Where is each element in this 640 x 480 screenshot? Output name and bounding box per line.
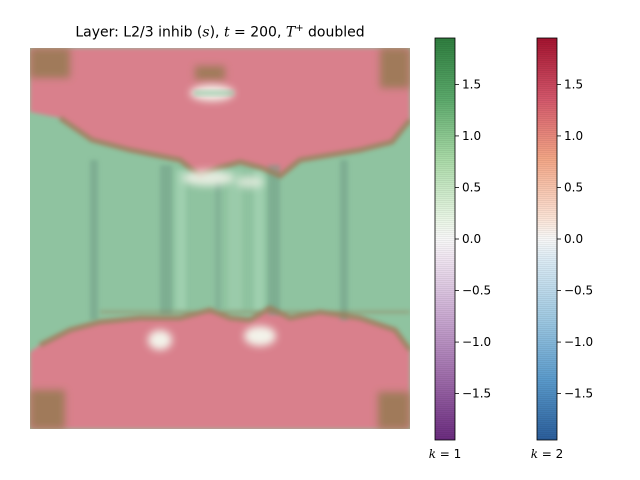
colorbar-k2: 1.5 1.0 0.5 0.0 −0.5 −1.0 −1.5 k = 2 [531, 37, 593, 461]
colorbar-tick-label: 0.0 [462, 232, 481, 246]
colorbar-tick-label: 0.5 [564, 180, 583, 194]
colorbar-tick-label: −0.5 [564, 284, 593, 298]
colorbar-tick-label: −1.5 [462, 387, 491, 401]
top-pink-region [30, 48, 410, 176]
colorbar-tick-label: −1.5 [564, 387, 593, 401]
colorbar-tick-label: 0.5 [462, 180, 481, 194]
title-T-sup: + [295, 23, 304, 34]
colorbar-tick-label: 1.0 [564, 129, 583, 143]
colorbar-k1-ticks: 1.5 1.0 0.5 0.0 −0.5 −1.0 −1.5 [455, 77, 491, 401]
title-prefix: Layer: L2/3 inhib ( [75, 24, 203, 41]
colorbar-tick-label: −0.5 [462, 284, 491, 298]
colorbar-tick-label: 1.0 [462, 129, 481, 143]
title-T: T [285, 24, 296, 41]
title-mid: ), [209, 24, 224, 41]
colorbar-k2-ticks: 1.5 1.0 0.5 0.0 −0.5 −1.0 −1.5 [557, 77, 593, 401]
colorbar-tick-label: 0.0 [564, 232, 583, 246]
chart-title: Layer: L2/3 inhib (s), t = 200, T+ doubl… [30, 23, 410, 41]
title-suffix: doubled [303, 24, 365, 41]
colorbar-k2-label: k = 2 [531, 447, 564, 461]
colorbar-tick-label: 1.5 [462, 77, 481, 91]
title-var: s [202, 24, 210, 41]
heatmap-image [30, 48, 410, 429]
colorbar-k1-label: k = 1 [429, 447, 462, 461]
colorbar-tick-label: 1.5 [564, 77, 583, 91]
bottom-pink-region [30, 308, 410, 429]
title-tval: = 200, [229, 24, 286, 41]
title-t: t [223, 24, 230, 41]
colorbar-tick-label: −1.0 [462, 335, 491, 349]
colorbar-tick-label: −1.0 [564, 335, 593, 349]
colorbar-k1: 1.5 1.0 0.5 0.0 −0.5 −1.0 −1.5 k = 1 [429, 37, 491, 461]
